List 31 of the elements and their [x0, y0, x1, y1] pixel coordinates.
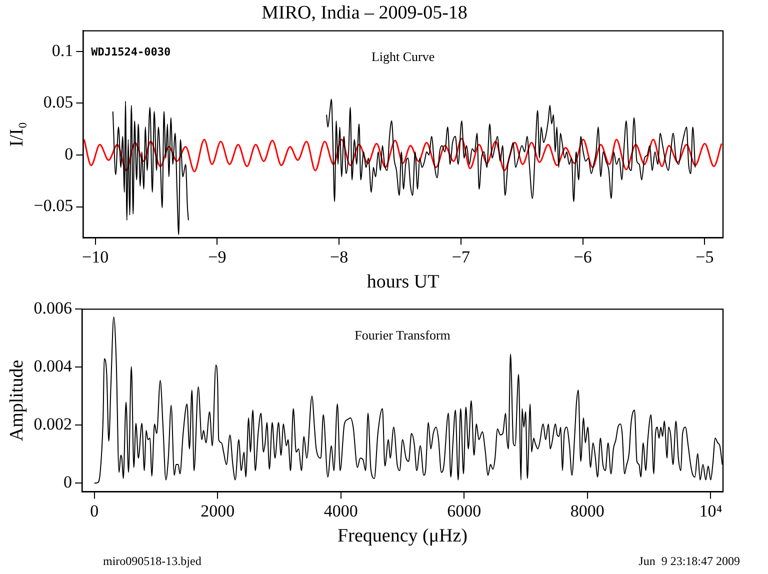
- y-axis-title: Amplitude: [6, 360, 28, 442]
- x-tick-label: 8000: [570, 501, 604, 520]
- text: miro090518-13.bjed: [103, 554, 202, 568]
- y-tick-label: 0: [64, 144, 74, 164]
- x-tick-label: −9: [208, 247, 226, 266]
- x-tick-label: −10: [82, 247, 109, 266]
- x-tick-label: 2000: [200, 501, 235, 520]
- x-tick-label: −5: [696, 247, 714, 266]
- x-tick-label: 10⁴: [699, 501, 722, 520]
- y-tick-label: 0.004: [34, 356, 73, 376]
- y-tick-label: 0.006: [34, 298, 72, 318]
- y-tick-label: −0.05: [34, 196, 74, 216]
- y-tick-label: 0: [64, 472, 72, 492]
- y-tick-label: 0.05: [43, 92, 74, 112]
- y-axis-title: I/I₀: [6, 122, 28, 147]
- x-axis-title: hours UT: [366, 272, 440, 293]
- x-tick-label: −8: [330, 247, 348, 266]
- y-tick-label: 0.002: [34, 414, 72, 434]
- x-tick-label: 6000: [447, 501, 482, 520]
- chart-title: MIRO, India – 2009-05-18: [262, 2, 468, 24]
- x-tick-label: 4000: [324, 501, 358, 520]
- x-tick-label: −6: [574, 247, 592, 266]
- x-axis-title: Frequency (μHz): [338, 526, 468, 547]
- annotation: Fourier Transform: [354, 328, 450, 343]
- text: Jun 9 23:18:47 2009: [638, 554, 740, 568]
- x-tick-label: 0: [90, 501, 99, 520]
- annotation: WDJ1524-0030: [91, 46, 171, 59]
- line-series: [83, 138, 722, 172]
- x-tick-label: −7: [452, 247, 470, 266]
- annotation: Light Curve: [371, 49, 435, 64]
- y-tick-label: 0.1: [52, 40, 74, 60]
